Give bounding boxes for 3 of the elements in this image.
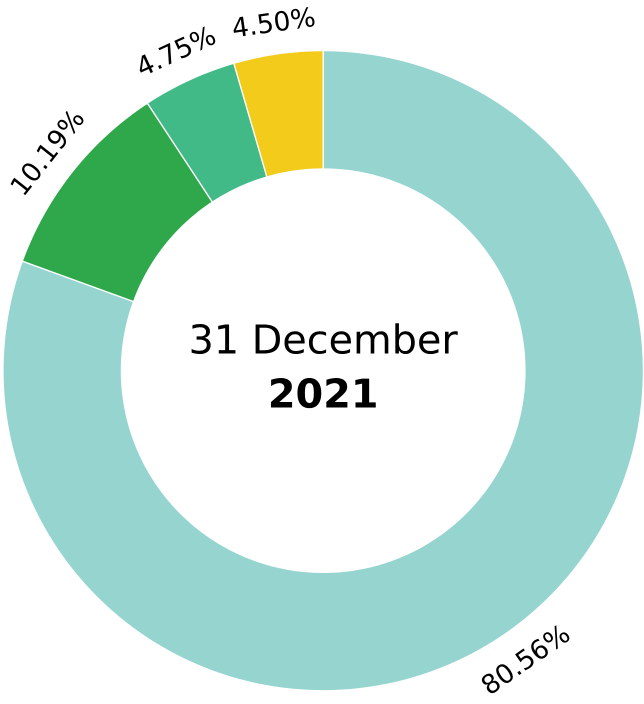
data-label: 4.50% bbox=[234, 7, 314, 36]
text: 2021 bbox=[271, 378, 376, 408]
text: 31 December bbox=[192, 323, 458, 354]
